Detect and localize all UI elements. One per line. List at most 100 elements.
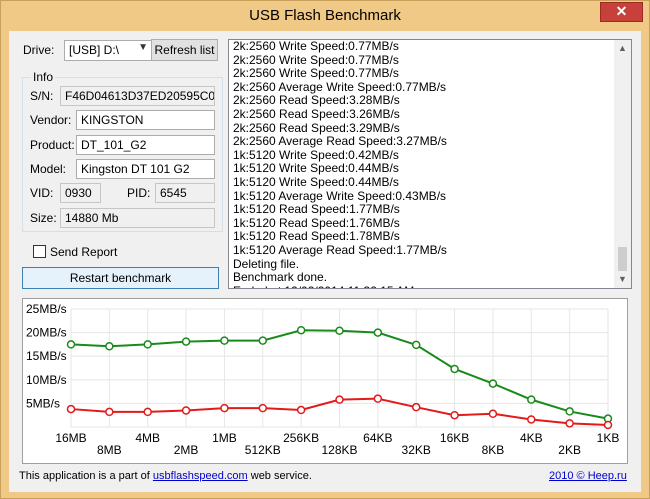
drive-label: Drive: bbox=[23, 43, 55, 57]
window-title: USB Flash Benchmark bbox=[249, 7, 401, 24]
data-point bbox=[296, 325, 306, 335]
x-tick-label: 32KB bbox=[402, 443, 431, 457]
vid-label: VID: bbox=[30, 186, 54, 200]
x-tick-label: 64KB bbox=[363, 431, 392, 445]
data-point bbox=[143, 407, 152, 417]
log-scrollbar[interactable]: ▲ ▼ bbox=[614, 40, 631, 288]
data-point bbox=[411, 340, 421, 350]
log-line: 1k:5120 Read Speed:1.77MB/s bbox=[233, 202, 400, 217]
x-tick-label: 1KB bbox=[597, 431, 620, 445]
y-tick-label: 15MB/s bbox=[26, 349, 67, 363]
log-line: Deleting file. bbox=[233, 256, 300, 271]
scroll-down-icon[interactable]: ▼ bbox=[618, 274, 627, 284]
footer-text: This application is a part of usbflashsp… bbox=[19, 470, 312, 482]
log-line: 2k:2560 Write Speed:0.77MB/s bbox=[233, 39, 399, 53]
footer-copyright: 2010 © Heep.ru bbox=[549, 470, 627, 482]
pid-field: 6545 bbox=[155, 183, 215, 203]
log-line: 2k:2560 Average Read Speed:3.27MB/s bbox=[233, 134, 447, 149]
data-point bbox=[565, 407, 574, 416]
drive-select[interactable]: [USB] D:\ ▼ bbox=[64, 40, 152, 61]
speed-chart-svg: 25MB/s 20MB/s 15MB/s 10MB/s 5MB/s 16MB 8MB 4MB 2… bbox=[26, 302, 620, 457]
title-bar: USB Flash Benchmark ✕ bbox=[1, 1, 649, 31]
client-area: Drive: [USB] D:\ ▼ Refresh list Info S/N… bbox=[9, 31, 641, 492]
data-point bbox=[565, 419, 574, 428]
data-point bbox=[258, 336, 268, 345]
data-point bbox=[143, 340, 152, 349]
scroll-up-icon[interactable]: ▲ bbox=[618, 43, 627, 53]
data-point bbox=[450, 410, 459, 420]
x-tick-label: 16MB bbox=[55, 431, 86, 445]
data-point bbox=[335, 326, 344, 335]
log-line: 1k:5120 Read Speed:1.76MB/s bbox=[233, 215, 400, 230]
vendor-field[interactable]: KINGSTON bbox=[76, 110, 215, 130]
vendor-label: Vendor: bbox=[30, 113, 72, 127]
data-point bbox=[220, 336, 229, 345]
data-point bbox=[373, 394, 383, 403]
data-point bbox=[527, 415, 536, 424]
y-tick-label: 5MB/s bbox=[26, 396, 60, 410]
info-group: Info bbox=[22, 70, 223, 232]
size-field: 14880 Mb bbox=[60, 208, 215, 228]
x-tick-label: 8MB bbox=[97, 443, 122, 457]
log-lines: 2k:2560 Write Speed:0.77MB/s 2k:2560 Writ… bbox=[229, 39, 631, 288]
data-point bbox=[220, 403, 229, 413]
data-point bbox=[527, 395, 536, 404]
sn-field: F46D04613D37ED20595C00F bbox=[60, 86, 215, 106]
data-point bbox=[181, 337, 191, 346]
x-tick-label: 8KB bbox=[482, 443, 505, 457]
data-point bbox=[450, 364, 459, 374]
product-label: Product: bbox=[30, 138, 75, 152]
y-tick-label: 20MB/s bbox=[26, 326, 67, 340]
x-tick-label: 128KB bbox=[321, 443, 357, 457]
speed-chart: 25MB/s 20MB/s 15MB/s 10MB/s 5MB/s 16MB 8MB 4MB 2… bbox=[22, 298, 628, 464]
x-tick-label: 2MB bbox=[174, 443, 199, 457]
footer-text-after: web service. bbox=[247, 470, 312, 482]
footer-text-before: This application is a part of bbox=[19, 470, 153, 482]
info-group-title: Info bbox=[31, 70, 56, 84]
y-tick-label: 25MB/s bbox=[26, 302, 67, 316]
log-line: 1k:5120 Average Read Speed:1.77MB/s bbox=[233, 242, 447, 257]
log-line: Ended at 12/02/2014 11:32:15 AM bbox=[229, 284, 631, 288]
x-tick-label: 16KB bbox=[440, 431, 469, 445]
data-point bbox=[335, 395, 344, 404]
refresh-list-button[interactable]: Refresh list bbox=[151, 39, 218, 61]
size-label: Size: bbox=[30, 211, 57, 225]
data-point bbox=[373, 328, 383, 337]
data-point bbox=[603, 420, 613, 430]
footer-year-link[interactable]: 2010 bbox=[549, 470, 574, 482]
footer-heep-link[interactable]: © Heep.ru bbox=[573, 470, 627, 482]
log-line: 2k:2560 Read Speed:3.26MB/s bbox=[233, 106, 400, 121]
y-tick-label: 10MB/s bbox=[26, 373, 67, 387]
pid-label: PID: bbox=[127, 186, 151, 200]
x-tick-label: 512KB bbox=[245, 443, 281, 457]
log-line: 2k:2560 Read Speed:3.29MB/s bbox=[233, 120, 400, 135]
log-textbox[interactable]: 2k:2560 Write Speed:0.77MB/s 2k:2560 Writ… bbox=[228, 39, 632, 289]
chevron-down-icon: ▼ bbox=[138, 42, 148, 53]
x-tick-label: 4KB bbox=[520, 431, 543, 445]
log-line: 2k:2560 Average Write Speed:0.77MB/s bbox=[233, 79, 447, 94]
scroll-thumb[interactable] bbox=[618, 247, 627, 271]
data-point bbox=[258, 403, 268, 413]
model-field[interactable]: Kingston DT 101 G2 bbox=[76, 159, 215, 179]
send-report-checkbox[interactable] bbox=[33, 245, 46, 258]
log-line: Benchmark done. bbox=[233, 270, 328, 285]
log-line: 1k:5120 Read Speed:1.78MB/s bbox=[233, 229, 400, 244]
log-line: 2k:2560 Write Speed:0.77MB/s bbox=[233, 66, 399, 81]
send-report-label[interactable]: Send Report bbox=[50, 245, 118, 259]
footer-site-link[interactable]: usbflashspeed.com bbox=[152, 470, 248, 482]
sn-label: S/N: bbox=[30, 89, 54, 103]
data-point bbox=[488, 379, 498, 388]
close-button[interactable]: ✕ bbox=[600, 2, 643, 22]
restart-benchmark-button[interactable]: Restart benchmark bbox=[22, 267, 219, 289]
log-line: 2k:2560 Write Speed:0.77MB/s bbox=[233, 52, 399, 67]
log-line: 1k:5120 Write Speed:0.42MB/s bbox=[233, 147, 399, 162]
data-point bbox=[105, 407, 114, 417]
log-line: 1k:5120 Average Write Speed:0.43MB/s bbox=[233, 188, 447, 203]
data-point bbox=[296, 405, 306, 415]
data-point bbox=[66, 404, 76, 414]
log-line: 1k:5120 Write Speed:0.44MB/s bbox=[233, 161, 399, 176]
model-label: Model: bbox=[30, 162, 67, 176]
product-field[interactable]: DT_101_G2 bbox=[76, 135, 215, 155]
data-point bbox=[105, 342, 114, 351]
